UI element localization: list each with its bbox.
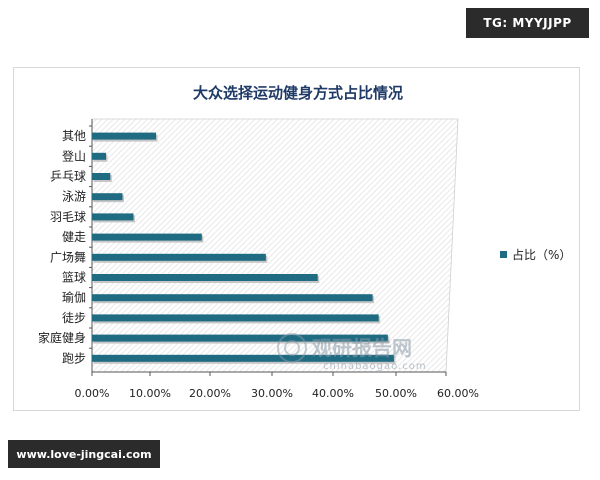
chart-title: 大众选择运动健身方式占比情况 bbox=[193, 84, 403, 102]
category-label: 瑜伽 bbox=[62, 290, 86, 305]
bar bbox=[92, 294, 373, 302]
bars-group bbox=[92, 132, 396, 364]
bar bbox=[92, 152, 107, 160]
x-tick-label: 50.00% bbox=[375, 387, 417, 400]
x-tick-label: 20.00% bbox=[189, 387, 231, 400]
x-tick-label: 60.00% bbox=[437, 387, 479, 400]
legend: 占比（%） bbox=[500, 247, 571, 262]
watermark-domain: chinabaogao.com bbox=[323, 361, 427, 372]
category-label: 其他 bbox=[62, 129, 86, 143]
x-tick-label: 40.00% bbox=[312, 387, 354, 400]
watermark-name: 观研报告网 bbox=[312, 336, 412, 360]
watermark-logo-inner-icon bbox=[284, 340, 300, 356]
watermark-logo-icon bbox=[277, 333, 307, 363]
bar bbox=[92, 314, 379, 322]
x-tick-label: 0.00% bbox=[75, 387, 110, 400]
category-label: 乒乓球 bbox=[50, 170, 86, 184]
bar bbox=[92, 213, 134, 221]
bar bbox=[92, 233, 202, 241]
bar bbox=[92, 173, 111, 180]
category-label: 家庭健身 bbox=[38, 330, 86, 345]
category-label: 篮球 bbox=[62, 270, 86, 285]
x-tick-label: 10.00% bbox=[129, 387, 171, 400]
category-label: 徒步 bbox=[62, 311, 86, 325]
category-label: 羽毛球 bbox=[50, 210, 86, 224]
category-label: 广场舞 bbox=[50, 250, 86, 264]
bar bbox=[92, 354, 394, 362]
bar bbox=[92, 193, 123, 201]
plot-area bbox=[91, 118, 459, 373]
watermark: 观研报告网 chinabaogao.com bbox=[277, 333, 427, 372]
bar bbox=[92, 334, 388, 342]
category-label: 登山 bbox=[62, 148, 86, 163]
legend-label: 占比（%） bbox=[512, 247, 571, 262]
category-label: 泳游 bbox=[62, 190, 86, 204]
bar bbox=[92, 274, 318, 281]
category-label: 跑步 bbox=[62, 351, 86, 365]
legend-swatch bbox=[500, 251, 507, 258]
corner-tag: TG: MYYJJPP bbox=[466, 8, 589, 38]
x-tick-label: 30.00% bbox=[251, 387, 293, 400]
bar bbox=[92, 132, 157, 140]
website-link[interactable]: www.love-jingcai.com bbox=[8, 440, 160, 468]
category-label: 健走 bbox=[62, 230, 86, 244]
x-tick-labels: 0.00% 10.00% 20.00% 30.00% 40.00% 50.00% 60.00… bbox=[75, 372, 479, 400]
bar bbox=[92, 253, 266, 261]
